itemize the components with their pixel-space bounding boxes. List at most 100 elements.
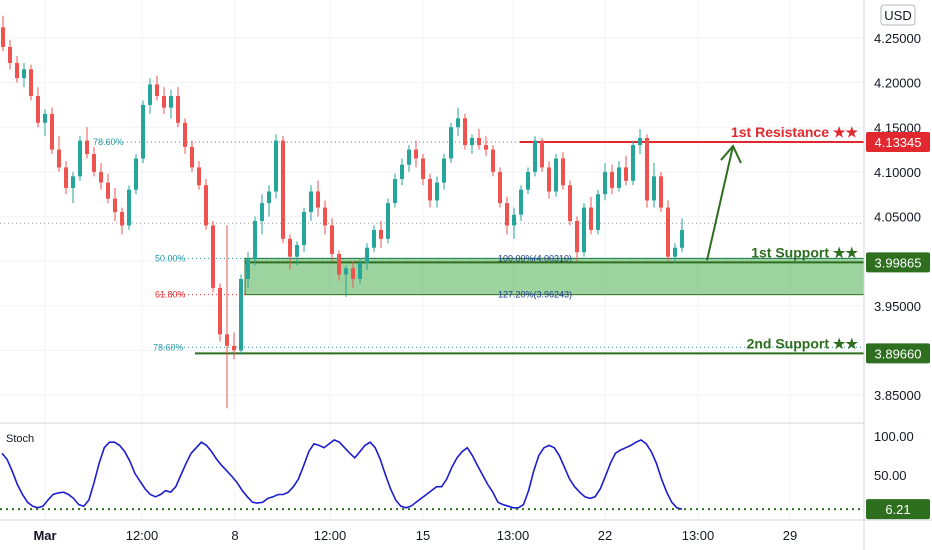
candle-body [85, 140, 89, 155]
candle-body [491, 149, 495, 172]
arrow-head [720, 144, 742, 164]
time-tick-label: 15 [416, 528, 430, 543]
stoch-tick-label: 100.00 [874, 429, 914, 444]
candle-body [15, 62, 19, 79]
candle-body [617, 167, 621, 188]
stoch-tick-label: 50.00 [874, 468, 907, 483]
candle-body [463, 118, 467, 146]
candle-body [8, 46, 12, 63]
arrow-shaft [706, 145, 734, 261]
price-tags: 4.13345 3.99865 3.89660 [866, 132, 930, 364]
fib-label: 127.20%(3.96243) [498, 290, 572, 300]
time-axis[interactable]: Mar 12:00 8 12:00 15 13:00 22 13:00 29 [33, 528, 797, 543]
candle-body [680, 229, 684, 248]
stoch-tag [866, 499, 930, 520]
candle-body [365, 247, 369, 263]
fib-label: 50.00% [155, 253, 186, 263]
candle-body [386, 203, 390, 239]
candle-body [288, 238, 292, 257]
candle-body [547, 167, 551, 192]
price-tick-label: 4.05000 [874, 210, 921, 225]
candle-body [134, 158, 138, 190]
target-arrow [706, 144, 742, 261]
candle-body [246, 259, 250, 279]
candle-body [533, 140, 537, 172]
candle-body [638, 137, 642, 146]
candle-body [666, 207, 670, 257]
candle-body [554, 158, 558, 192]
candle-body [540, 140, 544, 168]
candle-body [141, 104, 145, 159]
candle-body [596, 194, 600, 230]
candle-body [610, 171, 614, 188]
candle-body [309, 191, 313, 213]
candle-body [568, 185, 572, 221]
candle-body [575, 220, 579, 253]
candle-body [561, 158, 565, 186]
candle-body [148, 84, 152, 105]
candle-body [155, 84, 159, 97]
candle-body [414, 149, 418, 159]
candle-body [456, 118, 460, 128]
candle-body [71, 176, 75, 188]
candle-body [659, 176, 663, 208]
time-tick-label: 13:00 [682, 528, 715, 543]
candle-body [435, 182, 439, 201]
candle-body [379, 229, 383, 239]
candle-body [421, 158, 425, 180]
candle-body [652, 176, 656, 201]
candle-body [393, 179, 397, 204]
candle-body [225, 334, 229, 346]
candle-body [512, 214, 516, 226]
candle-body [330, 225, 334, 254]
candle-body [211, 225, 215, 288]
candle-body [22, 69, 26, 79]
candle-body [400, 164, 404, 180]
candle-body [470, 137, 474, 146]
price-tick-label: 4.25000 [874, 31, 921, 46]
support-zone [244, 257, 865, 296]
candle-body [673, 247, 677, 257]
fibonacci-levels: 78.60% 50.00% 61.80% 78.60% 100.00%(4.00310)… [0, 137, 864, 352]
price-tag-label: 3.99865 [875, 255, 922, 270]
candle-body [498, 171, 502, 204]
candle-body [64, 167, 68, 188]
candle-body [351, 268, 355, 279]
time-tick-label: 13:00 [497, 528, 530, 543]
fib-label: 100.00%(4.00310) [498, 253, 572, 263]
stochastic-pane: Stoch 100.00 50.00 6.21 [0, 429, 930, 520]
price-tick-label: 4.15000 [874, 120, 921, 135]
time-tick-label: 22 [598, 528, 612, 543]
candle-body [477, 137, 481, 146]
price-tick-label: 4.10000 [874, 165, 921, 180]
candle-body [197, 167, 201, 186]
candlesticks [1, 15, 684, 409]
candle-body [190, 146, 194, 168]
level-name: 1st Support ★★ [751, 244, 858, 260]
price-tick-label: 3.95000 [874, 299, 921, 314]
candle-body [260, 203, 264, 221]
candle-body [337, 253, 341, 275]
candle-body [519, 189, 523, 215]
candle-body [358, 262, 362, 279]
candle-body [120, 212, 124, 226]
candle-body [589, 207, 593, 230]
candle-body [29, 69, 33, 97]
candle-body [372, 229, 376, 248]
fib-label: 78.60% [153, 342, 184, 352]
candle-body [316, 191, 320, 208]
currency-button[interactable]: USD [880, 4, 916, 26]
candle-body [99, 171, 103, 183]
price-tag [866, 132, 930, 153]
candle-body [407, 149, 411, 165]
stoch-label: Stoch [6, 433, 34, 445]
price-tick-label: 4.20000 [874, 76, 921, 91]
level-name: 2nd Support ★★ [747, 335, 859, 351]
candle-body [274, 140, 278, 192]
candle-body [92, 154, 96, 172]
candle-body [218, 287, 222, 335]
candle-body [239, 278, 243, 351]
candle-body [253, 220, 257, 260]
time-tick-label: Mar [33, 528, 56, 543]
